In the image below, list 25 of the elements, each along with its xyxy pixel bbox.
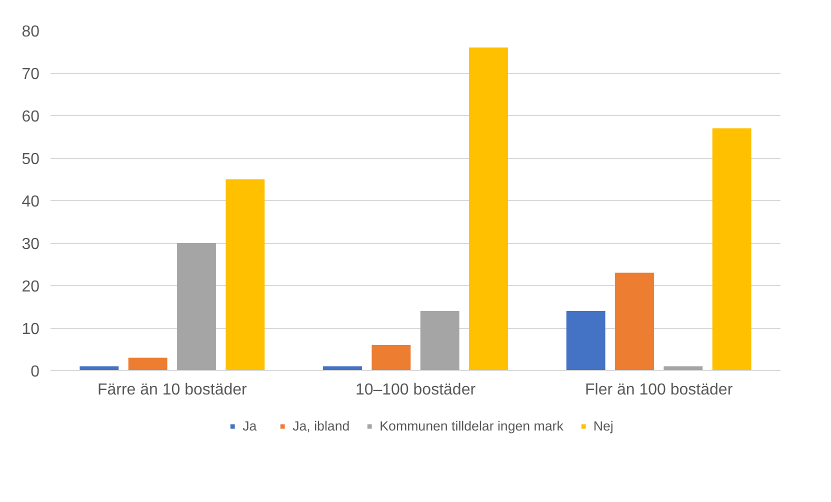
legend-label: Ja, ibland	[292, 418, 350, 434]
y-tick-label: 0	[30, 364, 40, 380]
bar	[177, 243, 216, 370]
x-tick-label: Fler än 100 bostäder	[585, 382, 734, 398]
y-tick-label: 20	[22, 278, 40, 296]
y-tick-label: 70	[22, 66, 40, 83]
legend-label: Ja	[242, 418, 258, 434]
legend-label: Nej	[593, 418, 614, 434]
y-tick-label: 60	[22, 108, 40, 126]
y-tick-label: 80	[22, 24, 40, 40]
y-tick-label: 40	[22, 194, 40, 210]
bar	[128, 358, 168, 370]
bar	[615, 272, 654, 370]
bar	[420, 311, 460, 370]
x-tick-label: 10–100 bostäder	[355, 382, 476, 398]
y-tick-label: 10	[22, 321, 40, 338]
y-tick-label: 50	[22, 151, 40, 168]
x-tick-label: Färre än 10 bostäder	[97, 382, 248, 398]
bar	[566, 311, 606, 370]
bar	[469, 48, 508, 370]
bar	[226, 179, 265, 370]
bar	[372, 345, 411, 370]
legend-label: Kommunen tilldelar ingen mark	[380, 418, 564, 434]
y-tick-label: 30	[22, 236, 40, 253]
bar	[712, 128, 752, 370]
